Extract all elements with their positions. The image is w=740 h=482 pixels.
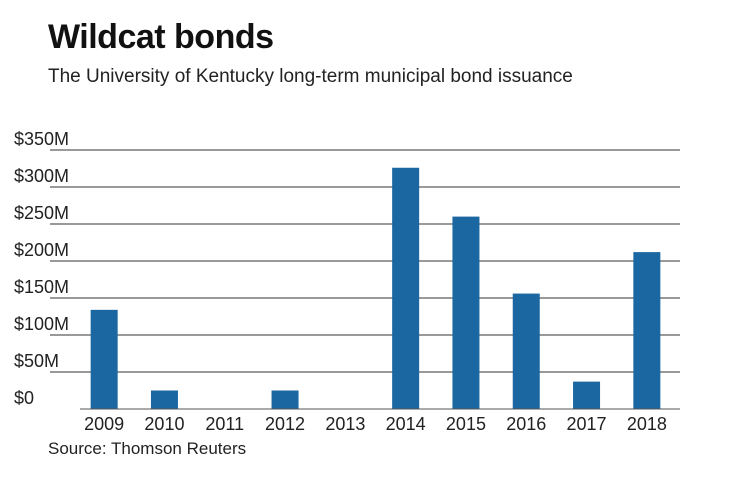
x-tick-label: 2015 [446, 414, 486, 434]
x-tick-label: 2009 [84, 414, 124, 434]
x-tick-label: 2016 [506, 414, 546, 434]
x-tick-label: 2012 [265, 414, 305, 434]
chart-title: Wildcat bonds [48, 18, 274, 56]
bar [573, 381, 601, 409]
bar [512, 293, 540, 409]
x-tick-label: 2013 [325, 414, 365, 434]
bar [150, 390, 178, 409]
x-tick-label: 2018 [627, 414, 667, 434]
y-tick-label: $150M [14, 277, 69, 297]
bars [90, 167, 661, 409]
x-axis-tick-labels: 2009 2010 2011 2012 2013 2014 2015 2016 2017 2018 [84, 414, 667, 434]
x-tick-label: 2014 [386, 414, 426, 434]
y-tick-label: $0 [14, 388, 34, 408]
y-tick-label: $350M [14, 129, 69, 149]
bar [90, 309, 118, 409]
bar [271, 390, 299, 409]
bar [452, 216, 480, 409]
y-tick-label: $100M [14, 314, 69, 334]
x-tick-label: 2017 [567, 414, 607, 434]
y-tick-label: $250M [14, 203, 69, 223]
bar [633, 252, 661, 409]
source-note: Source: Thomson Reuters [48, 439, 247, 458]
y-tick-label: $200M [14, 240, 69, 260]
x-tick-label: 2011 [205, 414, 244, 434]
y-tick-label: $50M [14, 351, 59, 371]
chart-subtitle: The University of Kentucky long-term mun… [48, 66, 573, 87]
x-tick-label: 2010 [144, 414, 184, 434]
bar [392, 167, 420, 409]
y-axis-tick-labels: $0 $50M $100M $150M $200M $250M $300M $350M [14, 129, 69, 408]
gridlines [50, 149, 680, 373]
y-tick-label: $300M [14, 166, 69, 186]
